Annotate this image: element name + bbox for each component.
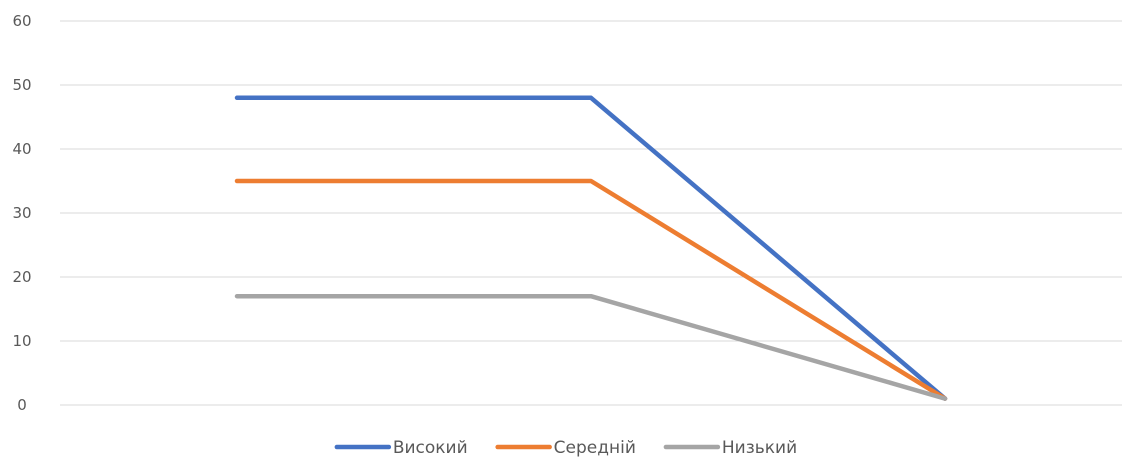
y-tick-label: 0	[17, 396, 27, 414]
gridlines	[60, 21, 1122, 405]
series-lines	[237, 98, 945, 399]
y-tick-label: 40	[12, 140, 31, 158]
legend: Високий Середній Низький	[337, 438, 797, 458]
y-tick-label: 50	[12, 76, 31, 94]
y-axis-labels: 0 10 20 30 40 50 60	[12, 12, 31, 414]
y-tick-label: 20	[12, 268, 31, 286]
y-tick-label: 60	[12, 12, 31, 30]
y-tick-label: 30	[12, 204, 31, 222]
legend-label: Середній	[554, 438, 636, 458]
y-tick-label: 10	[12, 332, 31, 350]
legend-label: Низький	[722, 438, 797, 458]
legend-label: Високий	[393, 438, 468, 458]
series-line-3	[237, 296, 945, 398]
series-line-1	[237, 98, 945, 399]
